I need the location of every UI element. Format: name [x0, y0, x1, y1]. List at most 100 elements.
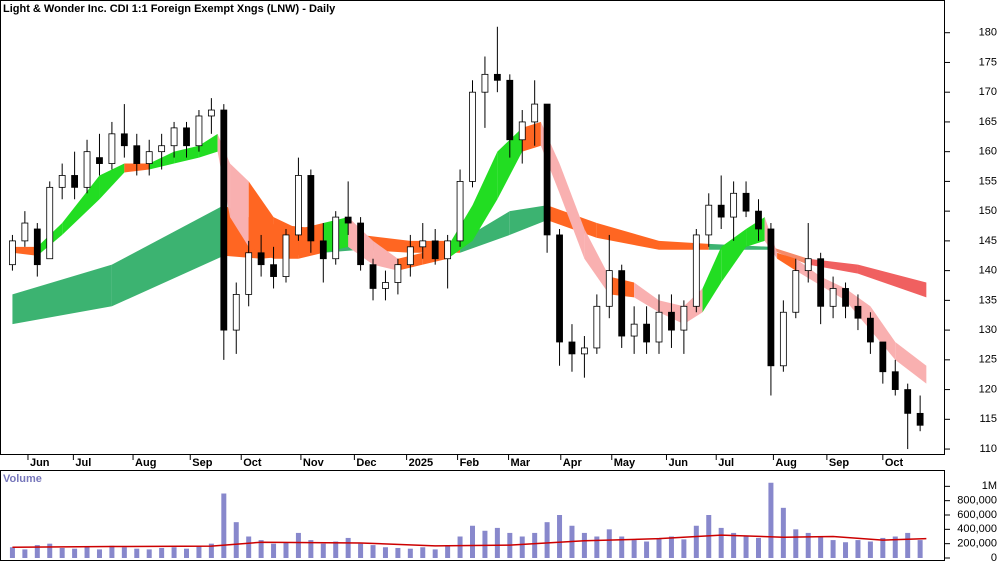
y-tick-label: 130: [979, 324, 997, 336]
volume-bar: [295, 532, 301, 558]
candle-body: [531, 103, 539, 123]
volume-bar: [470, 525, 475, 558]
x-tick-label: Mar: [511, 457, 531, 469]
candle-body: [369, 264, 377, 289]
volume-bar: [718, 527, 724, 558]
x-tick-label: Apr: [563, 457, 583, 469]
volume-bar: [146, 549, 152, 558]
ribbon-segment: [770, 246, 809, 265]
volume-bar: [892, 536, 898, 558]
volume-bar: [121, 547, 127, 558]
volume-bar: [768, 482, 774, 558]
y-tick-label: 120: [979, 383, 997, 395]
volume-bar: [532, 532, 538, 558]
volume-bar: [494, 527, 500, 558]
candle-body: [581, 347, 588, 355]
candle-body: [643, 323, 650, 343]
volume-average: [12, 534, 927, 548]
volume-bar: [818, 536, 824, 558]
volume-bar: [681, 539, 687, 558]
y-tick-label: 180: [979, 27, 997, 39]
volume-bar: [72, 548, 78, 558]
ribbon-segment: [808, 258, 858, 274]
candle-body: [46, 186, 54, 260]
x-tick-label: Aug: [135, 457, 156, 469]
candle-body: [357, 222, 364, 266]
candle-body: [568, 341, 576, 355]
candle-body: [220, 109, 228, 331]
candle-body: [456, 181, 464, 242]
candle-body: [804, 258, 812, 272]
y-tick-label: 160: [979, 146, 997, 158]
volume-bar: [557, 515, 563, 558]
ribbon-segment: [497, 127, 523, 200]
x-tick-label: Oct: [243, 457, 262, 469]
volume-bar: [743, 536, 749, 558]
volume-bar: [581, 532, 587, 558]
candle-body: [382, 282, 389, 289]
volume-bar: [917, 540, 923, 558]
volume-bar: [780, 507, 786, 558]
candle-body: [232, 294, 240, 331]
volume-bar: [805, 532, 811, 558]
ribbon-segment: [584, 228, 610, 295]
candle-body: [866, 317, 874, 343]
candle-body: [257, 252, 265, 266]
candle-body: [431, 240, 439, 260]
candle-body: [58, 175, 66, 188]
y-tick-label: 115: [979, 413, 997, 425]
ribbon-segment: [12, 246, 38, 256]
volume-title: Volume: [3, 473, 42, 485]
volume-bar: [407, 548, 413, 558]
x-tick-label: Feb: [460, 457, 480, 469]
candle-body: [655, 311, 663, 343]
candle-body: [680, 305, 688, 331]
candle-body: [792, 270, 800, 313]
ribbon-segment: [198, 133, 218, 158]
ribbon-segment: [62, 175, 100, 235]
volume-bar: [208, 543, 214, 558]
volume-bar: [22, 549, 28, 558]
volume-bar: [731, 532, 737, 558]
candle-body: [145, 151, 153, 164]
x-tick-label: Jul: [718, 457, 734, 469]
volume-bar: [482, 530, 488, 558]
candle-body: [593, 305, 601, 349]
candle-body: [9, 240, 16, 266]
ribbon-segment: [509, 205, 548, 235]
volume-bar: [432, 549, 438, 558]
volume-bar: [345, 537, 351, 558]
volume-bar: [382, 547, 388, 558]
x-tick-label: Sep: [192, 457, 212, 469]
volume-bar: [246, 536, 252, 558]
x-tick-label: Dec: [356, 457, 376, 469]
candle-body: [344, 216, 352, 224]
volume-bar: [47, 543, 53, 558]
candle-body: [767, 228, 775, 367]
volume-bar: [631, 540, 637, 558]
x-tick-label: 2025: [409, 457, 433, 469]
candle-body: [518, 121, 526, 141]
volume-bar: [755, 537, 761, 558]
volume-bar: [519, 536, 525, 558]
volume-bar: [84, 546, 90, 558]
candle-body: [829, 288, 837, 307]
volume-bar: [333, 541, 339, 558]
ribbon-segment: [559, 163, 585, 259]
volume-bar: [693, 525, 699, 558]
x-tick-label: Jul: [75, 457, 91, 469]
candle-body: [133, 145, 141, 164]
candle-body: [108, 133, 116, 164]
candle-body: [493, 73, 501, 81]
candle-body: [71, 175, 79, 188]
volume-bar: [109, 545, 115, 558]
y-tick-label: 125: [979, 354, 997, 366]
y-tick-label: 200,000: [957, 538, 997, 550]
volume-bar: [867, 541, 873, 558]
candle-body: [120, 133, 128, 147]
candle-body: [481, 73, 489, 93]
volume-bar: [880, 537, 886, 558]
y-tick-label: 1M: [982, 480, 997, 492]
volume-frame: [0, 470, 945, 561]
candle-body: [444, 240, 452, 260]
